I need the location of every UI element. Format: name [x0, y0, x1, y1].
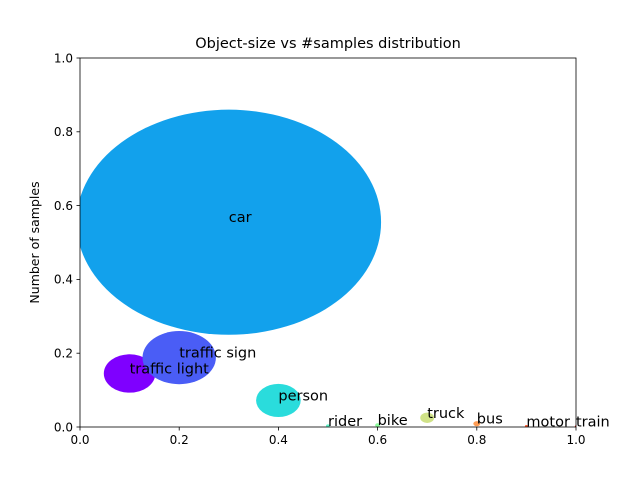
bubble-label-rider: rider — [328, 414, 362, 430]
bubble-label-car: car — [229, 210, 252, 226]
bubble-traffic-sign — [142, 331, 216, 385]
y-tick-label: 0.0 — [54, 420, 73, 434]
x-tick-label: 0.4 — [269, 433, 288, 447]
y-tick-label: 0.8 — [54, 125, 73, 139]
bubble-label-truck: truck — [427, 406, 465, 422]
x-tick-label: 0.6 — [368, 433, 387, 447]
bubble-label-bus: bus — [477, 412, 503, 428]
bubbles-group — [80, 109, 576, 427]
bubble-motor — [524, 425, 528, 427]
y-tick-label: 1.0 — [54, 51, 73, 65]
bubble-label-traffic-sign: traffic sign — [179, 346, 256, 362]
bubble-label-train: train — [576, 415, 610, 431]
x-tick-label: 0.2 — [170, 433, 189, 447]
bubble-traffic-light — [103, 354, 156, 393]
bubble-bus — [473, 421, 481, 427]
bubble-label-person: person — [278, 388, 328, 404]
bubble-bike — [375, 423, 381, 427]
bubble-rider — [326, 424, 330, 427]
plot-frame — [79, 57, 577, 428]
bubble-car — [80, 109, 382, 335]
y-tick-label: 0.6 — [54, 199, 73, 213]
bubble-label-bike: bike — [378, 413, 408, 429]
y-tick-label: 0.4 — [54, 273, 73, 287]
x-axis: 0.0 0.2 0.4 0.6 0.8 1.0 — [70, 427, 586, 447]
y-tick-label: 0.2 — [54, 347, 73, 361]
bubble-label-motor: motor — [526, 414, 570, 430]
x-tick-label: 0.0 — [70, 433, 89, 447]
y-axis-label: Number of samples — [27, 181, 42, 303]
bubble-truck — [420, 412, 435, 423]
bubble-person — [256, 383, 301, 418]
chart-title: Object-size vs #samples distribution — [195, 36, 461, 52]
bubble-label-traffic-light: traffic light — [130, 361, 210, 377]
x-tick-label: 0.8 — [467, 433, 486, 447]
y-axis: 0.0 0.2 0.4 0.6 0.8 1.0 — [54, 51, 80, 434]
x-tick-label: 1.0 — [566, 433, 585, 447]
